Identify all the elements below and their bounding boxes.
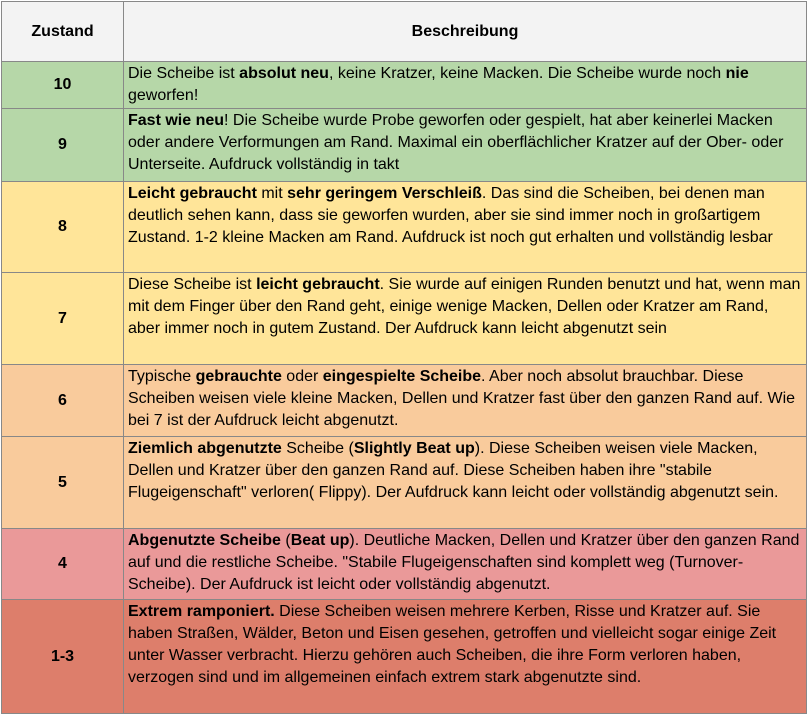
description-text: Fast wie neu	[128, 112, 225, 129]
header-cell: Beschreibung	[123, 1, 807, 62]
grade-cell: 4	[1, 528, 124, 600]
description-text: Die Scheibe ist	[128, 65, 240, 82]
description-text: Ziemlich abgenutzte	[128, 440, 282, 457]
description-text: Leicht gebraucht	[128, 185, 257, 202]
description-text: Scheibe (	[281, 440, 354, 457]
description-text: nie	[725, 65, 749, 82]
description-text: Diese Scheibe ist	[128, 276, 257, 293]
description-text: ). Deutliche Macken, Dellen und Kratzer …	[128, 532, 800, 593]
row: 10 Die Scheibe ist absolut neu, keine Kra…	[1, 61, 807, 109]
header-cell: Zustand	[1, 1, 124, 62]
description-cell: Leicht gebraucht mit sehr geringem Versc…	[123, 181, 807, 273]
row: 9 Fast wie neu! Die Scheibe wurde Probe g…	[1, 108, 807, 182]
description-text: ). Diese Scheiben weisen viele Macken, D…	[128, 440, 779, 501]
description-text: sehr geringem Verschleiß	[287, 185, 482, 202]
description-cell: Diese Scheibe ist leicht gebraucht. Sie …	[123, 272, 807, 365]
row: 8 Leicht gebraucht mit sehr geringem Vers…	[1, 181, 807, 273]
grade-cell: 1-3	[1, 599, 124, 714]
description-text: Extrem ramponiert.	[128, 603, 275, 620]
description-text: mit	[256, 185, 288, 202]
description-text: eingespielte Scheibe	[322, 368, 482, 385]
description-text: geworfen!	[128, 87, 199, 104]
description-cell: Ziemlich abgenutzte Scheibe (Slightly Be…	[123, 436, 807, 529]
description-text: Typische	[128, 368, 196, 385]
description-text: gebrauchte	[195, 368, 282, 385]
row: 6 Typische gebrauchte oder eingespielte S…	[1, 364, 807, 437]
grade-cell: 9	[1, 108, 124, 182]
grade-cell: 6	[1, 364, 124, 437]
description-cell: Die Scheibe ist absolut neu, keine Kratz…	[123, 61, 807, 109]
description-cell: Abgenutzte Scheibe (Beat up). Deutliche …	[123, 528, 807, 600]
description-text: leicht gebraucht	[256, 276, 380, 293]
description-text: absolut neu	[239, 65, 329, 82]
grade-cell: 5	[1, 436, 124, 529]
description-text: . Sie wurde auf einigen Runden benutzt u…	[128, 276, 801, 337]
description-text: oder	[281, 368, 323, 385]
grade-cell: 7	[1, 272, 124, 365]
header-row: Zustand Beschreibung	[1, 1, 807, 62]
row: 7 Diese Scheibe ist leicht gebraucht. Sie…	[1, 272, 807, 365]
description-cell: Typische gebrauchte oder eingespielte Sc…	[123, 364, 807, 437]
description-text: , keine Kratzer, keine Macken. Die Schei…	[328, 65, 726, 82]
description-text: (	[280, 532, 291, 549]
row: 4 Abgenutzte Scheibe (Beat up). Deutliche…	[1, 528, 807, 600]
grade-cell: 8	[1, 181, 124, 273]
description-text: Slightly Beat up	[353, 440, 475, 457]
description-text: Beat up	[290, 532, 350, 549]
row: 5 Ziemlich abgenutzte Scheibe (Slightly B…	[1, 436, 807, 529]
table-body: 10 Die Scheibe ist absolut neu, keine Kra…	[1, 61, 807, 714]
description-text: Diese Scheiben weisen mehrere Kerben, Ri…	[128, 603, 777, 686]
description-text: . Aber noch absolut brauchbar. Diese Sch…	[128, 368, 796, 429]
description-cell: Extrem ramponiert. Diese Scheiben weisen…	[123, 599, 807, 714]
row: 1-3 Extrem ramponiert. Diese Scheiben wei…	[1, 599, 807, 714]
description-text: Abgenutzte Scheibe	[128, 532, 281, 549]
description-text: ! Die Scheibe wurde Probe geworfen oder …	[128, 112, 784, 173]
grade-cell: 10	[1, 61, 124, 109]
description-text: . Das sind die Scheiben, bei denen man d…	[128, 185, 773, 246]
description-cell: Fast wie neu! Die Scheibe wurde Probe ge…	[123, 108, 807, 182]
